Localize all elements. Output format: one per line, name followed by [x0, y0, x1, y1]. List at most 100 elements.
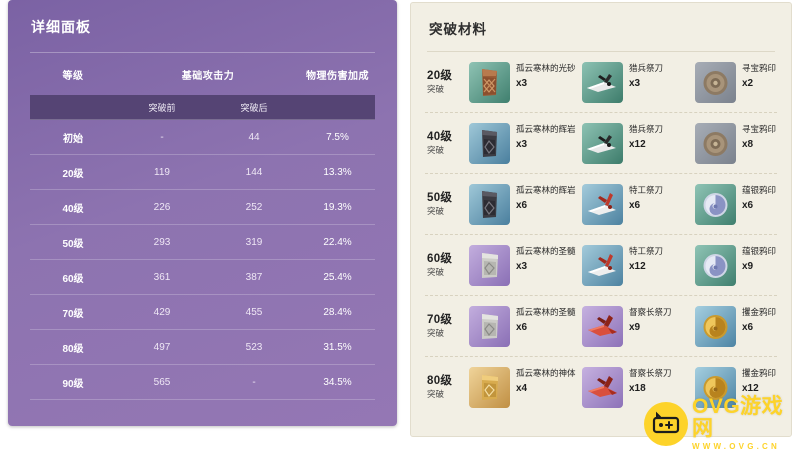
- material-item-text: 蕴银鸦印 x9: [736, 245, 791, 273]
- material-qty: x6: [516, 322, 528, 333]
- cell-level: 60级: [30, 259, 116, 295]
- material-item-group: 孤云寒林的圣髓 x6: [469, 305, 791, 347]
- materials-rows: 20级 突破: [411, 52, 791, 417]
- material-row-level: 60级 突破: [425, 252, 469, 278]
- material-item[interactable]: 寻宝鸦印 x8: [695, 122, 791, 164]
- seal-bronze-icon: [695, 122, 736, 164]
- material-row-level: 40级 突破: [425, 130, 469, 156]
- cell-level: 70级: [30, 294, 116, 330]
- material-item-text: 猎兵祭刀 x3: [623, 62, 695, 90]
- material-item-text: 特工祭刀 x12: [623, 245, 695, 273]
- seal-silver-icon: [695, 244, 736, 286]
- material-row-level: 80级 突破: [425, 374, 469, 400]
- material-level-label: 20级: [427, 70, 453, 82]
- material-item[interactable]: 孤云寒林的圣髓 x6: [469, 305, 582, 347]
- material-item[interactable]: 猎兵祭刀 x3: [582, 61, 695, 103]
- material-qty: x18: [629, 383, 646, 394]
- material-item[interactable]: 孤云寒林的辉岩 x3: [469, 122, 582, 164]
- watermark-brand: OVG游戏网: [692, 395, 784, 440]
- ascension-materials-panel: 突破材料 20级 突破: [410, 2, 792, 437]
- material-item[interactable]: 特工祭刀 x6: [582, 183, 695, 225]
- material-item[interactable]: 孤云寒林的辉岩 x6: [469, 183, 582, 225]
- column-header-phys-dmg: 物理伤害加成: [306, 70, 369, 82]
- material-item[interactable]: 蕴银鸦印 x9: [695, 244, 791, 286]
- material-qty: x12: [629, 261, 646, 272]
- blade-crimson-icon: [582, 366, 623, 408]
- material-name: 寻宝鸦印: [742, 62, 777, 73]
- material-item-text: 攫金鸦印 x12: [736, 367, 791, 395]
- material-item[interactable]: 孤云寒林的神体 x4: [469, 366, 582, 408]
- material-item-text: 孤云寒林的辉岩 x6: [510, 184, 582, 212]
- material-ascend-label: 突破: [427, 267, 445, 277]
- cell-phys: 31.5%: [300, 329, 375, 365]
- watermark-text-block: OVG游戏网 WWW.OVG.CN: [692, 396, 800, 452]
- cell-pre: 293: [116, 224, 208, 260]
- slab-gold-icon: [469, 366, 510, 408]
- material-item-text: 蕴银鸦印 x6: [736, 184, 791, 212]
- material-row: 40级 突破: [425, 113, 777, 174]
- material-name: 孤云寒林的辉岩: [516, 123, 576, 134]
- cell-pre: 565: [116, 364, 208, 399]
- material-qty: x4: [516, 383, 528, 394]
- material-name: 孤云寒林的圣髓: [516, 306, 576, 317]
- material-qty: x12: [629, 139, 646, 150]
- slab-white-icon: [469, 244, 510, 286]
- material-item[interactable]: 蕴银鸦印 x6: [695, 183, 791, 225]
- material-name: 孤云寒林的神体: [516, 367, 576, 378]
- table-subheader-row: 突破前 突破后: [30, 95, 375, 120]
- subheader-spacer: [30, 95, 116, 120]
- cell-post: 455: [208, 294, 300, 330]
- material-item-group: 孤云寒林的圣髓 x3: [469, 244, 791, 286]
- material-qty: x8: [742, 139, 754, 150]
- material-item[interactable]: 孤云寒林的光砂 x3: [469, 61, 582, 103]
- material-row-level: 70级 突破: [425, 313, 469, 339]
- seal-gold-icon: [695, 305, 736, 347]
- cell-post: 319: [208, 224, 300, 260]
- cell-post: 523: [208, 329, 300, 365]
- material-qty: x3: [629, 78, 641, 89]
- material-name: 攫金鸦印: [742, 367, 777, 378]
- material-item[interactable]: 特工祭刀 x12: [582, 244, 695, 286]
- material-name: 督察长祭刀: [629, 367, 672, 378]
- material-item-text: 孤云寒林的神体 x4: [510, 367, 582, 395]
- material-item[interactable]: 督察长祭刀 x18: [582, 366, 695, 408]
- title-divider-left: [30, 52, 375, 53]
- seal-silver-icon: [695, 183, 736, 225]
- subheader-spacer-2: [300, 95, 375, 120]
- material-item-text: 督察长祭刀 x18: [623, 367, 695, 395]
- table-row: 80级 497 523 31.5%: [30, 329, 375, 365]
- seal-bronze-icon: [695, 61, 736, 103]
- material-level-label: 80级: [427, 375, 453, 387]
- cell-post: 387: [208, 259, 300, 295]
- slab-copper-icon: [469, 61, 510, 103]
- cell-pre: 361: [116, 259, 208, 295]
- cell-pre: -: [116, 119, 208, 155]
- cell-phys: 25.4%: [300, 259, 375, 295]
- cell-level: 50级: [30, 224, 116, 260]
- material-item-group: 孤云寒林的神体 x4: [469, 366, 791, 408]
- table-row: 初始 - 44 7.5%: [30, 119, 375, 155]
- material-item-text: 督察长祭刀 x9: [623, 306, 695, 334]
- material-item[interactable]: 寻宝鸦印 x2: [695, 61, 791, 103]
- material-item[interactable]: 督察长祭刀 x9: [582, 305, 695, 347]
- material-item[interactable]: 攫金鸦印 x6: [695, 305, 791, 347]
- material-item-text: 孤云寒林的光砂 x3: [510, 62, 582, 90]
- material-item-text: 猎兵祭刀 x12: [623, 123, 695, 151]
- material-item[interactable]: 孤云寒林的圣髓 x3: [469, 244, 582, 286]
- material-item-text: 孤云寒林的圣髓 x3: [510, 245, 582, 273]
- material-item-text: 寻宝鸦印 x2: [736, 62, 791, 90]
- cell-post: 144: [208, 154, 300, 190]
- material-item[interactable]: 猎兵祭刀 x12: [582, 122, 695, 164]
- cell-phys: 13.3%: [300, 154, 375, 190]
- material-name: 特工祭刀: [629, 184, 664, 195]
- blade-dark-icon: [582, 61, 623, 103]
- material-name: 猎兵祭刀: [629, 123, 664, 134]
- material-item[interactable]: 攫金鸦印 x12: [695, 366, 791, 408]
- material-row: 70级 突破: [425, 296, 777, 357]
- table-bottom-divider: [30, 399, 375, 400]
- cell-level: 90级: [30, 364, 116, 399]
- table-row: 50级 293 319 22.4%: [30, 224, 375, 260]
- seal-gold-icon: [695, 366, 736, 408]
- material-qty: x6: [629, 200, 641, 211]
